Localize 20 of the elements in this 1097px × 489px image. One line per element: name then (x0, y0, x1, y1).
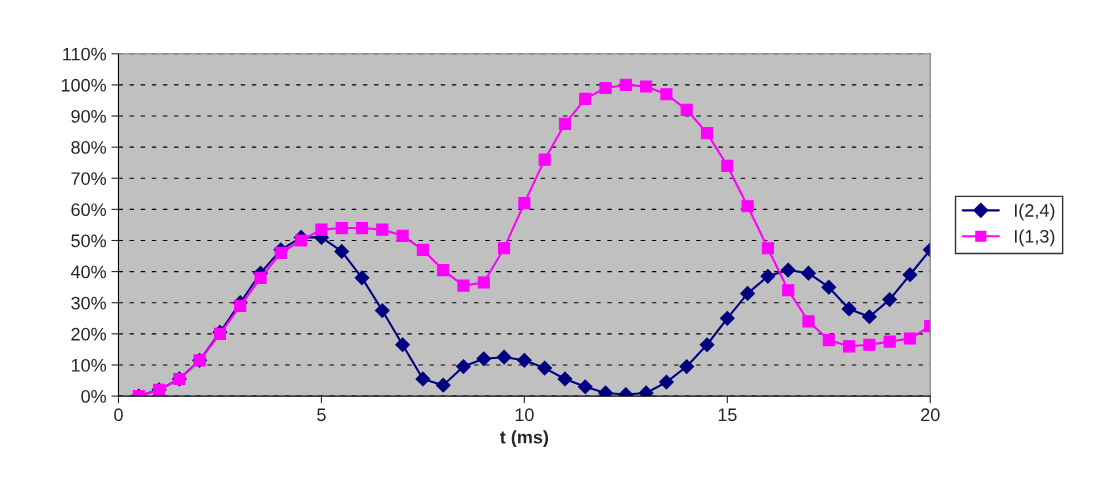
y-tick-label: 80% (71, 141, 107, 154)
legend-label: I(1,3) (1014, 229, 1055, 247)
legend-label: I(2,4) (1014, 203, 1055, 221)
x-tick-label: 0 (114, 408, 123, 422)
y-tick-label: 0% (81, 390, 107, 403)
x-axis-title: t (ms) (500, 430, 549, 448)
y-tick-label: 30% (71, 296, 107, 310)
y-tick-label: 100% (61, 78, 107, 92)
y-tick-label: 50% (71, 234, 107, 248)
y-tick-label: 60% (71, 203, 107, 217)
x-tick-label: 20 (921, 408, 940, 422)
y-tick-label: 110% (63, 47, 107, 61)
x-tick-label: 15 (718, 408, 737, 422)
y-tick-label: 10% (71, 358, 107, 372)
y-tick-label: 20% (71, 327, 107, 341)
y-tick-label: 70% (71, 172, 107, 185)
y-tick-label: 40% (70, 265, 107, 279)
x-tick-label: 5 (317, 408, 326, 422)
x-tick-label: 10 (515, 408, 534, 422)
y-tick-label: 90% (71, 109, 107, 123)
